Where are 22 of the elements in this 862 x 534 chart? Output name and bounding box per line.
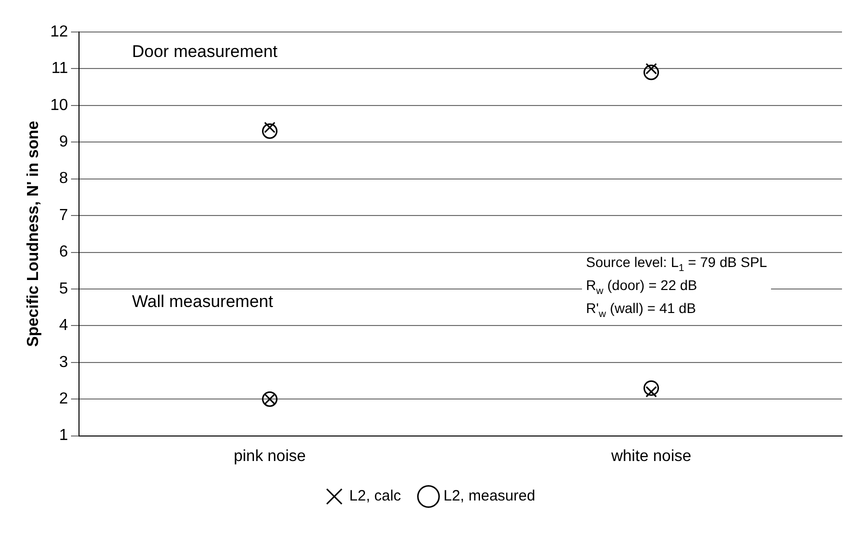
legend-label: L2, measured xyxy=(443,488,536,505)
y-tick-label: 4 xyxy=(59,317,68,334)
y-tick-label: 11 xyxy=(51,60,68,78)
y-tick-label: 2 xyxy=(59,390,68,408)
y-tick-label: 9 xyxy=(59,134,68,151)
y-tick-label: 12 xyxy=(50,23,68,40)
y-tick-label: 7 xyxy=(59,206,68,224)
annotation: R$_{w}$ (door) = 22 dB xyxy=(586,276,698,299)
y-tick-label: 8 xyxy=(59,170,68,188)
x-tick-label: pink noise xyxy=(234,448,306,465)
x-tick-label: white noise xyxy=(610,448,692,465)
annotation: Wall measurement xyxy=(132,292,274,312)
y-tick-label: 6 xyxy=(59,244,68,261)
y-tick-label: 10 xyxy=(50,96,68,114)
annotation: Source level: L$_{1}$ = 79 dB SPL xyxy=(586,254,768,276)
y-tick-label: 3 xyxy=(59,354,68,371)
y-tick-label: 1 xyxy=(59,427,68,444)
annotation: Door measurement xyxy=(132,42,278,62)
annotation: R'$_{w}$ (wall) = 41 dB xyxy=(586,300,697,322)
legend-label: L2, calc xyxy=(349,488,402,505)
y-axis-title: Specific Loudness, N' in sone xyxy=(25,120,42,347)
y-tick-label: 5 xyxy=(59,280,68,298)
